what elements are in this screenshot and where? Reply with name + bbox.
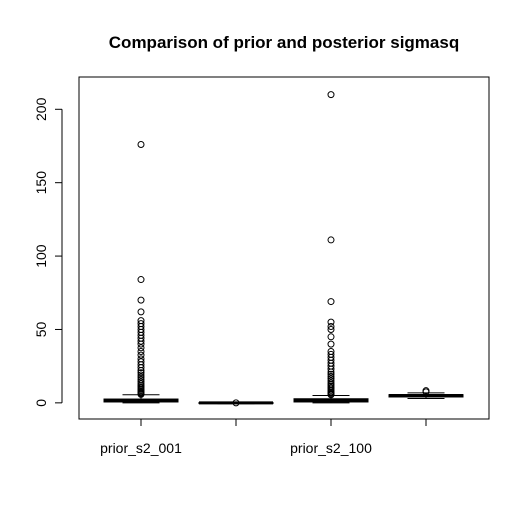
y-tick-label: 100 (33, 244, 49, 268)
outlier-point (137, 141, 145, 149)
outlier-point (327, 91, 335, 99)
outlier-point (137, 308, 145, 316)
outlier-point (327, 370, 335, 378)
box-2 (198, 399, 274, 407)
outlier-point (327, 333, 335, 341)
x-axis: prior_s2_001 prior_s2_100 (100, 418, 427, 456)
y-tick-label: 0 (33, 399, 49, 407)
outlier-point (137, 373, 145, 381)
outlier-point (327, 379, 335, 387)
outlier-point (137, 369, 145, 377)
outlier-point (137, 371, 145, 379)
outlier-point (422, 387, 430, 395)
outlier-point (327, 375, 335, 383)
outlier-point (137, 320, 145, 328)
outlier-point (327, 340, 335, 348)
outlier-point (232, 399, 240, 407)
outlier-point (137, 344, 145, 352)
outlier-point (327, 377, 335, 385)
outlier-point (327, 236, 335, 244)
box-1 (103, 141, 179, 404)
y-tick-label: 150 (33, 171, 49, 195)
outlier-point (327, 318, 335, 326)
outlier-point (327, 298, 335, 306)
outlier-point (137, 375, 145, 383)
outlier-point (327, 372, 335, 380)
outlier-point (327, 347, 335, 355)
outlier-point (137, 317, 145, 325)
outlier-point (137, 347, 145, 355)
y-tick-label: 50 (33, 321, 49, 337)
outlier-point (137, 276, 145, 284)
box-3 (293, 91, 369, 404)
y-tick-label: 200 (33, 97, 49, 121)
outlier-point (137, 355, 145, 363)
outlier-point (137, 358, 145, 366)
box-group (103, 91, 464, 407)
chart-title: Comparison of prior and posterior sigmas… (109, 33, 459, 52)
outlier-point (137, 296, 145, 304)
outlier-point (327, 350, 335, 358)
outlier-point (137, 378, 145, 386)
x-tick-label: prior_s2_001 (100, 440, 182, 456)
outlier-point (137, 351, 145, 359)
outlier-point (327, 323, 335, 331)
box-4 (388, 387, 464, 399)
y-axis: 0 50 100 150 200 (33, 97, 63, 407)
outlier-point (327, 325, 335, 333)
x-tick-label: prior_s2_100 (290, 440, 372, 456)
